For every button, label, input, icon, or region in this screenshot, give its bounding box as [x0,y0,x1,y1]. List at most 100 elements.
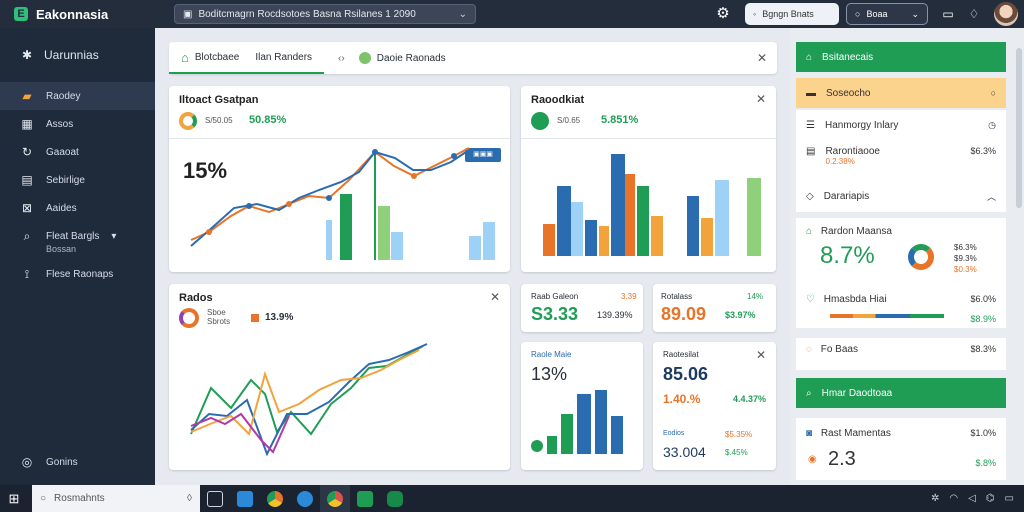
data-point [246,203,252,209]
legend-dot [531,440,543,452]
sidebar-item-gonins[interactable]: ◎ Gonins [0,448,78,476]
right-item-value: $6.3% [970,146,996,156]
sidebar-item-label: Gaaoat [46,146,79,158]
stat-card: Raotesilat ✕ 85.06 1.40.% 4.4.37% Eodios… [653,342,776,470]
gear-icon[interactable]: ⚙ [716,5,730,22]
dark-pill[interactable]: ○ Boaa ⌄ [846,3,928,25]
kpi-card-1[interactable]: Raab Galeon 3.39 S3.33 139.39% [521,284,643,332]
tab-label: Daoie Raonads [376,52,446,64]
series-line-orange [190,349,420,436]
right-item-fobaas[interactable]: ◌ Fo Baas $8.3% [796,338,1006,370]
data-point [411,173,417,179]
tab-more[interactable]: ‹› [338,52,345,64]
bar-mark [326,220,332,260]
sidebar-item-assos[interactable]: ▦ Assos [0,110,155,138]
right-item-banner[interactable]: ⌕ Hmar Daodtoaa [796,378,1006,408]
right-item-dropdown[interactable]: ◇ Darariapis ︿ [796,180,1006,212]
grid-icon: ▦ [21,117,33,131]
sidebar-item-label: Aaides [46,202,77,214]
calendar-icon: ▣ [183,8,193,20]
wifi-icon[interactable]: ◠ [949,493,959,504]
bar-mark [701,218,713,256]
bar-mark [637,186,649,256]
settings-icon[interactable]: ✲ [930,493,940,504]
kpi-label: S/0.65 [557,116,581,125]
right-item-highlight[interactable]: ▬ Soseocho ○ [796,78,1006,108]
bell-icon[interactable]: ♢ [968,7,980,21]
clock-icon[interactable]: ▭ [1004,493,1014,504]
kpi-value: 13.9% [265,312,294,323]
sidebar-item-sebirlige[interactable]: ▤ Sebirlige [0,166,155,194]
right-last-card: ◙ Rast Mamentas $1.0% ◉ 2.3 $.8% [796,418,1006,480]
chevron-down-icon: ⌄ [458,8,467,20]
bar-mark [577,394,591,454]
list-icon: ☰ [806,119,815,131]
windows-start-icon[interactable]: ⊞ [8,490,20,506]
kpi-card-2[interactable]: Rotalass 14% 89.09 $3.97% [653,284,776,332]
sidebar-item-raodey[interactable]: ▰ Raodey [0,82,155,110]
right-item-header[interactable]: ⌂ Bsitanecais [796,42,1006,72]
sidebar-item-label: Flese Raonaps [46,268,114,280]
window-icon[interactable]: ▭ [942,7,954,21]
big-metric: 8.7% [820,242,875,269]
right-item-report[interactable]: ▤ Rarontiaooe 0.2.38% $6.3% [796,140,1006,180]
right-item-inventory[interactable]: ☰ Hanmorgy Inlary ◷ [796,110,1006,140]
data-point [326,195,332,201]
bar-mark [547,436,557,454]
search-icon: ○ [40,493,47,504]
sidebar-subitem[interactable]: Bossan [46,244,77,254]
taskbar-search[interactable]: ○ Rosmahnts ◊ [32,485,200,512]
tab-active[interactable]: ⌂ Blotcbaee Ilan Randers [169,42,325,74]
avatar[interactable] [994,2,1018,26]
target-icon: ◉ [808,454,817,465]
kpi-delta: 3.39 [621,292,637,301]
chrome-icon[interactable] [260,485,290,512]
task-view-icon[interactable] [200,485,230,512]
brand[interactable]: E Eakonnasia [0,7,168,22]
foot-value-2: $.45% [725,448,748,457]
tab-label: Blotcbaee [194,51,240,63]
volume-icon[interactable]: ◁ [968,493,976,504]
expand-icon: ⊠ [21,201,33,215]
scrollbar[interactable] [1016,48,1022,208]
right-item-value: $1.0% [970,428,996,438]
network-icon[interactable]: ⌬ [985,493,995,504]
sidebar-header[interactable]: ✱ Uarunnias [0,28,155,82]
chrome-active-icon[interactable] [320,485,350,512]
sidebar-item-flese-raonaps[interactable]: ⟟ Flese Raonaps [0,260,155,288]
bar-mark [557,186,571,256]
close-icon[interactable]: ✕ [756,51,767,65]
filter-dropdown[interactable]: ▣ Boditcmagrn Rocdsotoes Basna Rsilanes … [174,4,476,24]
explorer-icon[interactable] [230,485,260,512]
close-icon[interactable]: ✕ [489,290,500,304]
kpi-label: Rotalass [661,292,693,301]
bar-mark [687,196,699,256]
clock-icon: ◷ [988,119,996,130]
close-icon[interactable]: ✕ [755,348,766,362]
close-icon[interactable]: ✕ [755,92,766,106]
card-title: Iltoact Gsatpan [179,94,259,106]
bar-mark [599,226,609,256]
bar-chart-svg [543,154,761,256]
right-item-value: $8.3% [970,344,996,354]
tab-third[interactable]: Daoie Raonads [358,52,446,64]
bar-mark [483,222,495,260]
circle-icon [358,52,371,64]
browser-icon[interactable] [290,485,320,512]
light-pill[interactable]: ◦ Bgngn Bnats [745,3,839,25]
right-item-label: Soseocho [826,87,871,99]
data-point [286,201,292,207]
sidebar-item-label: Fleat Bargls [46,230,100,242]
sheets-icon[interactable] [350,485,380,512]
excel-icon[interactable] [380,485,410,512]
dark-pill-label: Boaa [866,9,888,19]
big-metric: 15% [183,158,228,183]
bar-mark [651,216,663,256]
legend-swatch [251,314,259,322]
sidebar-item-gaaoat[interactable]: ↻ Gaaoat [0,138,155,166]
tooltip: ▣▣▣ [465,148,501,162]
sidebar-item-aaides[interactable]: ⊠ Aaides [0,194,155,222]
right-item-label: Rarontiaooe [825,146,880,157]
sidebar-item-fleat-bargls[interactable]: ⌕ Fleat Bargls ▾ [0,222,155,250]
right-progress-card: ♡ Hmasbda Hiai $6.0% $8.9% [796,288,1006,328]
